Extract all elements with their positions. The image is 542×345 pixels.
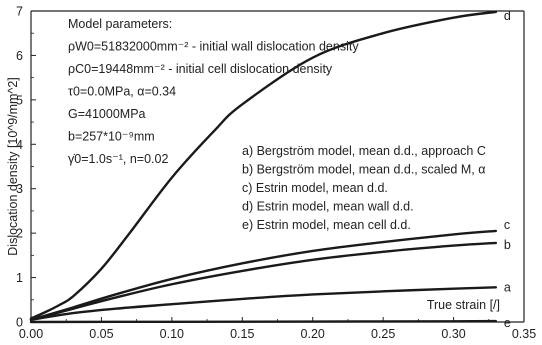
parameter-line: b=257*10⁻⁹mm: [68, 130, 155, 144]
series-lines: [29, 10, 498, 324]
series-line-a: [29, 286, 498, 321]
legend-entry-e: e) Estrin model, mean cell d.d.: [242, 218, 411, 232]
y-tick-label: 2: [16, 227, 23, 241]
series-label-a: a: [504, 280, 511, 294]
series-line-c: [29, 229, 498, 321]
x-tick-label: 0.00: [19, 327, 43, 341]
parameter-line: Model parameters:: [68, 17, 172, 31]
series-line-d: [29, 10, 498, 320]
y-ticks: 0 1 2 3 4 5 6 7: [16, 5, 36, 330]
y-tick-label: 0: [16, 316, 23, 330]
y-tick-label: 4: [16, 138, 23, 152]
x-ticks: 0.00 0.05 0.10 0.15 0.20 0.25 0.30 0.35: [19, 317, 536, 341]
parameter-line: τ0=0.0MPa, α=0.34: [68, 85, 176, 99]
series-line-e: [29, 319, 498, 324]
y-axis-label: Dislocation density [10^9/mm^2]: [6, 77, 20, 255]
x-tick-label: 0.05: [89, 327, 113, 341]
series-label-c: c: [504, 218, 510, 232]
parameter-line: γ̇0=1.0s⁻¹, n=0.02: [68, 152, 168, 166]
y-tick-label: 7: [16, 5, 23, 19]
x-tick-label: 0.25: [371, 327, 395, 341]
x-tick-label: 0.20: [301, 327, 325, 341]
x-tick-label: 0.35: [512, 327, 536, 341]
x-tick-label: 0.15: [230, 327, 254, 341]
parameter-line: ρC0=19448mm⁻² - initial cell dislocation…: [68, 62, 333, 76]
parameter-block: Model parameters: ρW0=51832000mm⁻² - init…: [68, 17, 359, 166]
y-tick-label: 6: [16, 49, 23, 63]
x-tick-label: 0.30: [441, 327, 465, 341]
series-label-d: d: [504, 9, 511, 23]
series-label-b: b: [504, 238, 511, 252]
x-axis-label: True strain [/]: [427, 298, 500, 312]
legend-entry-a: a) Bergström model, mean d.d., approach …: [242, 144, 486, 158]
legend: a) Bergström model, mean d.d., approach …: [242, 144, 486, 232]
y-tick-label: 3: [16, 182, 23, 196]
parameter-line: ρW0=51832000mm⁻² - initial wall dislocat…: [68, 40, 359, 54]
y-tick-label: 1: [16, 271, 23, 285]
legend-entry-d: d) Estrin model, mean wall d.d.: [242, 200, 414, 214]
series-end-labels: a bc d e: [504, 9, 511, 330]
x-tick-label: 0.10: [160, 327, 184, 341]
y-tick-label: 5: [16, 93, 23, 107]
legend-entry-b: b) Bergström model, mean d.d., scaled M,…: [242, 163, 485, 177]
parameter-line: G=41000MPa: [68, 107, 146, 121]
legend-entry-c: c) Estrin model, mean d.d.: [242, 181, 388, 195]
series-label-e: e: [504, 316, 511, 330]
series-line-b: [29, 241, 498, 321]
